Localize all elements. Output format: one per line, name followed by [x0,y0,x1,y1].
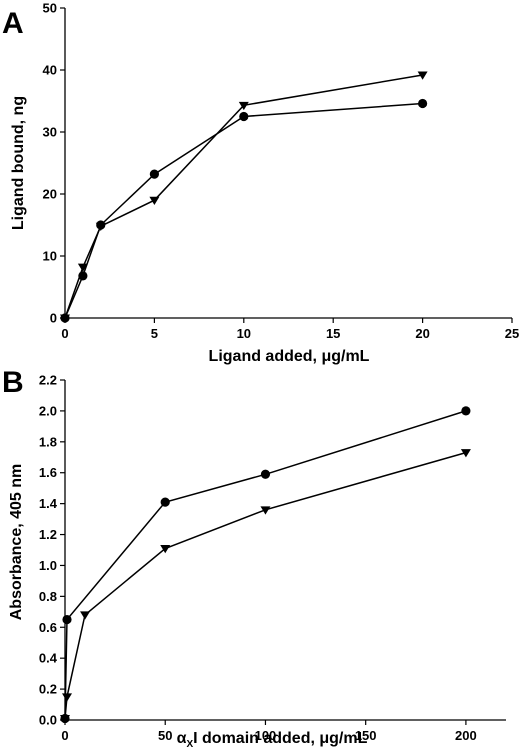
panel-b-y-tick-label: 0.0 [39,713,57,728]
panel-b-series-1-point [260,469,271,479]
panel-b-y-axis-title: Absorbance, 405 nm [8,464,25,621]
panel-b-series-2-point [460,449,471,458]
panel-a-x-tick-label: 20 [415,326,429,341]
panel-b-y-tick-label: 1.8 [39,434,57,449]
panel-a-x-tick-label: 5 [151,326,158,341]
panel-a-x-axis-title: Ligand added, μg/mL [209,348,370,365]
panel-b-series-1-point [160,497,170,507]
panel-b-y-tick-label: 0.2 [39,682,57,697]
panel-b-series-1-point [461,406,471,416]
panel-a-y-tick-label: 20 [43,187,57,202]
panel-b-x-tick-label: 0 [61,728,68,743]
panel-b-x-tick-label: 50 [158,728,172,743]
panel-a-series-2-point [60,314,70,323]
panel-b-y-tick-label: 1.6 [39,465,57,480]
panel-a-series-2-point [238,101,249,111]
panel-b-series-1-point [62,614,72,625]
panel-b-y-tick-label: 1.4 [39,496,58,511]
panel-a-y-tick-label: 0 [50,311,57,326]
panel-b-y-tick-label: 2.0 [39,403,57,418]
panel-a-series-2-point [149,196,160,205]
panel-b-series-2-line [64,451,467,719]
panel-b-y-tick-label: 0.6 [39,620,57,635]
panel-a-chart: 0 10 20 30 40 50 0 5 10 15 20 25 [43,1,520,342]
panel-b-x-axis-title-rest: I domain added, μg/mL [193,730,367,747]
panel-b-chart: 0.0 0.2 0.4 0.6 0.8 1.0 1.2 1.4 1.6 1.8 2.0 2.2 0 50 1… [39,373,506,743]
panel-a-x-tick-label: 15 [326,326,340,341]
panel-b-x-axis-title-subscript: X [186,739,193,747]
panel-b-series-2-point [260,506,271,515]
panel-b-series-2-point [60,714,70,724]
panel-b-x-axis-title: αXI domain added, μg/mL [177,730,368,747]
panel-a-series-1-point [149,169,159,179]
panel-a-series-2-point [77,263,88,272]
panel-b-y-tick-label: 1.2 [39,527,57,542]
panel-b-series-2-point [80,611,91,620]
panel-b-y-tick-label: 0.4 [39,651,58,666]
panel-a-y-tick-label: 30 [43,125,57,140]
panel-b-x-tick-label: 150 [355,728,377,743]
panel-a-y-tick-label: 10 [43,249,57,264]
panel-a-x-tick-label: 25 [505,326,519,341]
panel-b-series-2-point [160,544,171,554]
panel-a-series-2-point [417,71,428,80]
panel-b-y-tick-label: 1.0 [39,558,57,573]
panel-b-letter: B [2,366,24,399]
panel-b-y-tick-label: 0.8 [39,589,57,604]
panel-a-x-tick-label: 10 [237,326,251,341]
panel-b-x-tick-label: 100 [255,728,277,743]
panel-b-x-axis-title-alpha: α [177,730,187,747]
panel-a-y-tick-label: 40 [43,63,57,78]
panel-a-letter: A [2,7,24,40]
panel-b-series-1-line [64,410,467,719]
panel-a-series-1-line [64,102,423,319]
panel-b-y-tick-label: 2.2 [39,373,57,388]
panel-a-series-1-point [418,98,428,109]
panel-a-series-2-line [64,74,423,319]
panel-b-x-tick-label: 200 [455,728,477,743]
panel-a-y-tick-label: 50 [43,1,57,16]
panel-b-series-2-point [62,693,73,702]
panel-a-y-axis-title: Ligand bound, ng [10,96,27,230]
panel-a-series-1-point [239,111,249,122]
panel-a-x-tick-label: 0 [61,326,68,341]
panel-a-series-2-point [95,222,106,231]
